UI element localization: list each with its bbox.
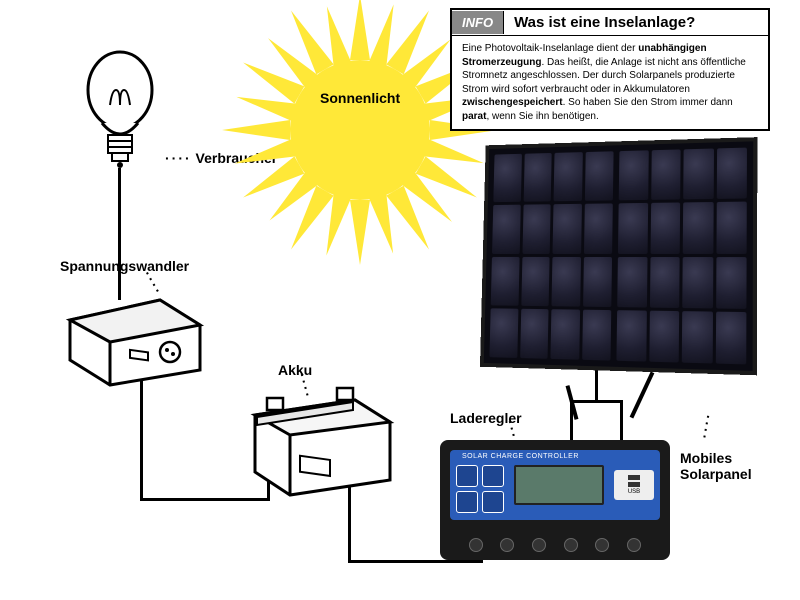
terminal[interactable] <box>595 538 609 552</box>
controller-screen <box>514 465 604 505</box>
info-box: INFO Was ist eine Inselanlage? Eine Phot… <box>450 8 770 131</box>
terminal[interactable] <box>627 538 641 552</box>
info-body: Eine Photovoltaik-Inselanlage dient der … <box>452 36 768 129</box>
info-text: Eine Photovoltaik-Inselanlage dient der <box>462 43 638 54</box>
panel-half <box>616 148 747 365</box>
terminal[interactable] <box>564 538 578 552</box>
controller-face: SOLAR CHARGE CONTROLLER USB <box>450 450 660 520</box>
bulb-icon <box>80 45 160 190</box>
usb-port[interactable] <box>628 475 640 480</box>
info-text: . So haben Sie den Strom immer dann <box>563 97 733 108</box>
panel-label: Mobiles Solarpanel <box>680 450 800 482</box>
solar-panel <box>480 137 757 375</box>
info-text: , wenn Sie ihn benötigen. <box>486 111 598 122</box>
wire <box>595 370 598 402</box>
battery-icon <box>245 380 395 505</box>
panel-half <box>489 151 613 360</box>
info-badge: INFO <box>452 11 504 34</box>
controller-button[interactable] <box>456 491 478 513</box>
info-title: Was ist eine Inselanlage? <box>504 10 705 35</box>
controller-button[interactable] <box>482 491 504 513</box>
usb-port[interactable] <box>628 482 640 487</box>
terminal[interactable] <box>469 538 483 552</box>
terminal[interactable] <box>532 538 546 552</box>
wire <box>620 400 623 440</box>
info-bold: parat <box>462 111 486 122</box>
info-bold: zwischengespeichert <box>462 97 563 108</box>
charge-controller: SOLAR CHARGE CONTROLLER USB <box>440 440 670 560</box>
sun-label: Sonnenlicht <box>320 90 400 106</box>
controller-title: SOLAR CHARGE CONTROLLER <box>462 453 579 460</box>
dots: ···· <box>696 413 716 442</box>
usb-ports: USB <box>614 470 654 500</box>
panel-stand <box>630 371 655 418</box>
dots: ···· <box>165 150 192 166</box>
usb-label: USB <box>628 489 640 495</box>
inverter-icon <box>60 280 210 395</box>
info-header: INFO Was ist eine Inselanlage? <box>452 10 768 36</box>
controller-terminals <box>460 538 650 552</box>
wire <box>140 378 143 498</box>
controller-button[interactable] <box>456 465 478 487</box>
controller-button[interactable] <box>482 465 504 487</box>
wire <box>348 560 483 563</box>
inverter-label: Spannungswandler <box>60 258 189 274</box>
terminal[interactable] <box>500 538 514 552</box>
